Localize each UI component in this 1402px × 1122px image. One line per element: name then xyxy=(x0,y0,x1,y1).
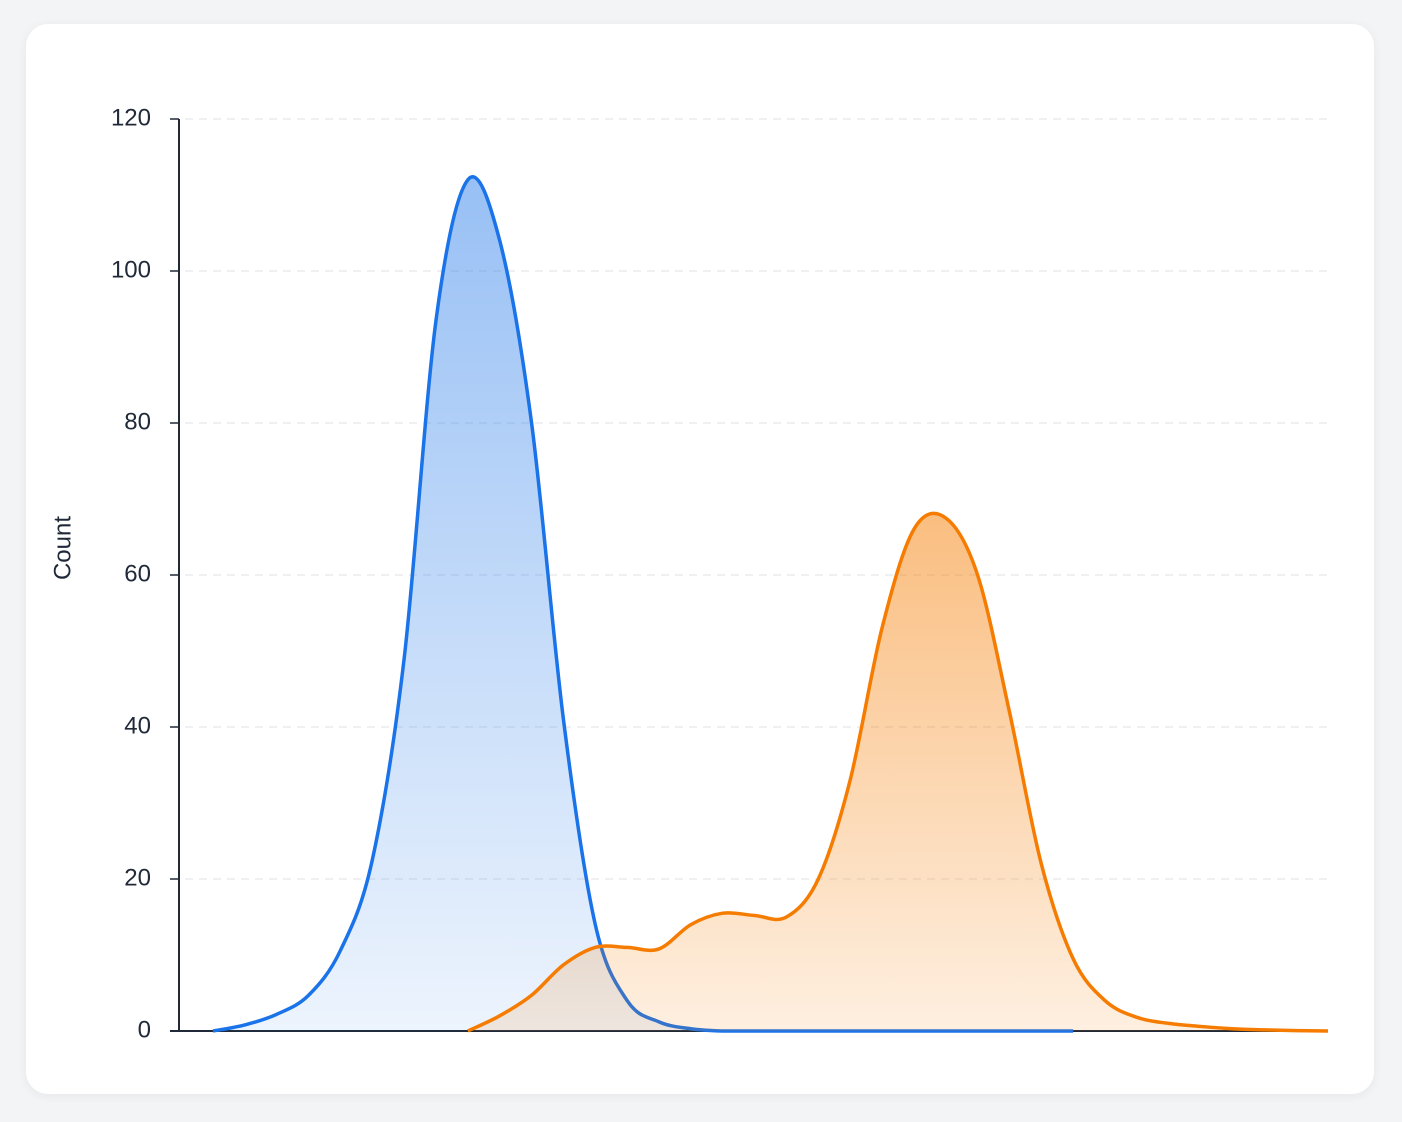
y-tick-label: 60 xyxy=(124,560,151,587)
y-tick-label: 100 xyxy=(111,256,151,283)
y-tick-label: 0 xyxy=(138,1016,151,1043)
series-line xyxy=(467,511,1329,1033)
area-fill xyxy=(213,176,1074,1031)
y-tick-label: 80 xyxy=(124,408,151,435)
y-tick-label: 20 xyxy=(124,864,151,891)
y-tick-label: 120 xyxy=(111,104,151,131)
y-axis-label: Count xyxy=(49,516,76,580)
card xyxy=(26,24,1374,1094)
area-fill xyxy=(467,513,1328,1031)
y-tick-label: 40 xyxy=(124,712,151,739)
